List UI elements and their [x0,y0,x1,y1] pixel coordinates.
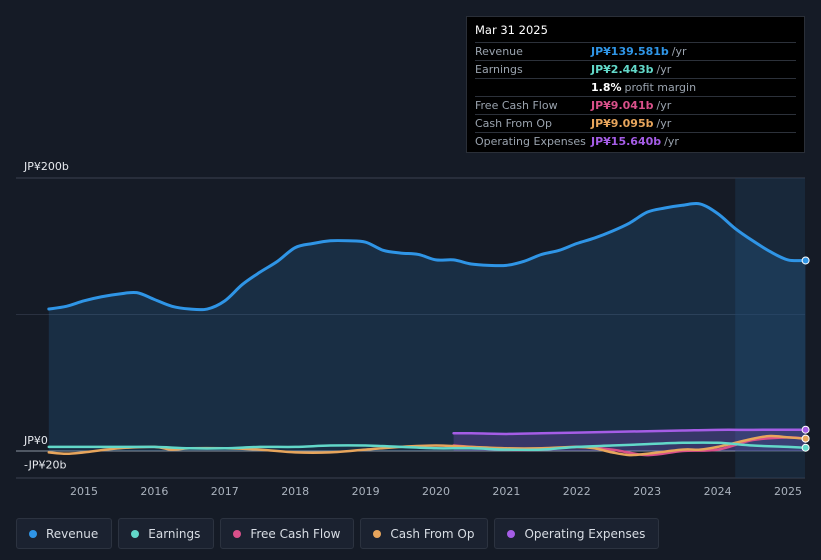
tooltip-unit: /yr [664,135,679,148]
tooltip-unit: profit margin [624,81,697,94]
tooltip-row-profit-margin: 1.8% profit margin [475,79,796,97]
tooltip-row-cash-from-op: Cash From Op JP¥9.095b /yr [475,115,796,133]
y-axis-labels: JP¥200b JP¥0 -JP¥20b [23,160,69,471]
x-tick-label: 2019 [352,485,380,498]
legend-item-earnings[interactable]: Earnings [118,518,215,549]
tooltip-value: JP¥9.041b [591,99,654,112]
x-tick-label: 2020 [422,485,450,498]
tooltip-row-free-cash-flow: Free Cash Flow JP¥9.041b /yr [475,97,796,115]
x-tick-label: 2017 [211,485,239,498]
tooltip-row-earnings: Earnings JP¥2.443b /yr [475,61,796,79]
y-tick-label: JP¥200b [23,160,69,173]
chart-lines [47,201,808,457]
area-revenue [48,203,806,451]
legend-dot-icon [131,529,140,538]
legend-dot-icon [233,529,242,538]
tooltip-value: JP¥15.640b [591,135,662,148]
tooltip-date: Mar 31 2025 [475,23,796,43]
tooltip-value: JP¥139.581b [591,45,669,58]
end-marker-operating-expenses [801,425,810,434]
legend-dot-icon [507,529,516,538]
line-operating-expenses [452,428,807,436]
tooltip-unit: /yr [656,63,672,76]
legend-item-free-cash-flow[interactable]: Free Cash Flow [220,518,355,549]
tooltip-label: Cash From Op [475,117,553,130]
tooltip-row-operating-expenses: Operating Expenses JP¥15.640b /yr [475,133,796,150]
line-earnings [47,441,807,452]
legend-label: Earnings [148,526,201,541]
y-tick-label: -JP¥20b [24,458,66,471]
legend-label: Operating Expenses [524,526,646,541]
legend-label: Cash From Op [390,526,475,541]
tooltip-label: Free Cash Flow [475,99,558,112]
x-tick-label: 2016 [140,485,168,498]
series-end-markers [801,256,810,452]
tooltip-row-revenue: Revenue JP¥139.581b /yr [475,43,796,61]
legend-label: Free Cash Flow [250,526,341,541]
y-tick-label: JP¥0 [23,434,48,447]
legend-dot-icon [373,529,382,538]
chart-legend: Revenue Earnings Free Cash Flow Cash Fro… [16,518,660,549]
end-marker-revenue [801,256,810,265]
legend-label: Revenue [46,526,99,541]
tooltip-unit: /yr [656,117,672,130]
end-marker-earnings [801,443,810,452]
x-tick-label: 2021 [492,485,520,498]
tooltip-label: Operating Expenses [475,135,586,148]
x-tick-label: 2025 [774,485,802,498]
line-revenue [47,201,808,312]
legend-dot-icon [29,529,37,538]
end-marker-cash-from-op [801,434,810,443]
tooltip-value: JP¥9.095b [591,117,654,130]
x-tick-label: 2022 [563,485,591,498]
tooltip-value: 1.8% [591,81,622,94]
chart-grid [16,177,805,479]
tooltip-unit: /yr [671,45,687,58]
highlight-band [735,178,805,478]
data-tooltip: Mar 31 2025 Revenue JP¥139.581b /yr Earn… [466,16,805,153]
tooltip-label: Earnings [475,63,523,76]
tooltip-label: Revenue [475,45,523,58]
x-tick-label: 2024 [704,485,732,498]
x-axis-labels: 2015 2016 2017 2018 2019 2020 2021 2022 2023 2024… [70,485,802,498]
x-tick-label: 2018 [281,485,309,498]
legend-item-operating-expenses[interactable]: Operating Expenses [494,518,660,549]
legend-item-cash-from-op[interactable]: Cash From Op [360,518,489,549]
tooltip-value: JP¥2.443b [591,63,654,76]
x-tick-label: 2015 [70,485,98,498]
line-cash-from-op [47,434,807,457]
tooltip-unit: /yr [656,99,672,112]
legend-item-revenue[interactable]: Revenue [16,518,113,549]
x-tick-label: 2023 [633,485,661,498]
chart-areas [48,178,806,478]
